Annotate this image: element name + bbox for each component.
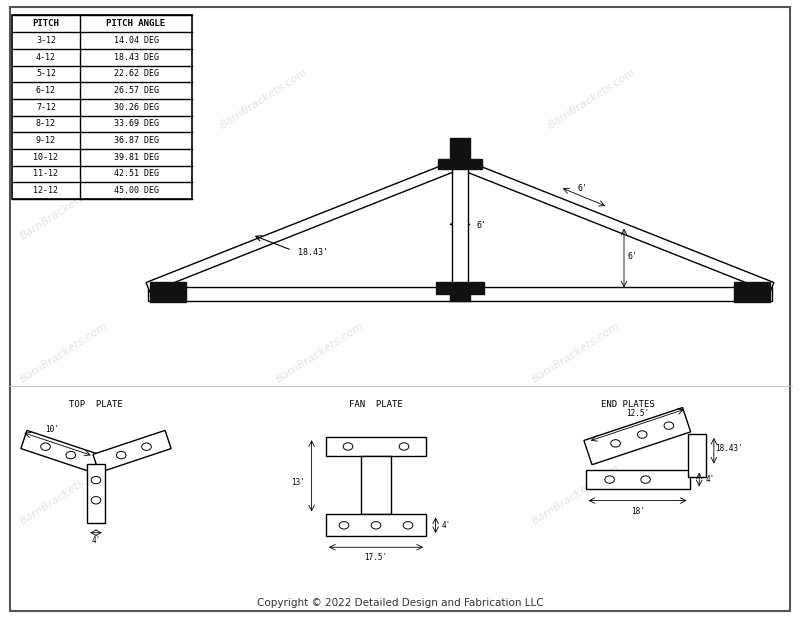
Text: 22.62 DEG: 22.62 DEG xyxy=(114,69,158,78)
Text: 12-12: 12-12 xyxy=(34,186,58,195)
Text: 10': 10' xyxy=(45,425,59,434)
Text: 30.26 DEG: 30.26 DEG xyxy=(114,103,158,112)
Text: 7-12: 7-12 xyxy=(36,103,56,112)
Text: 18.43': 18.43' xyxy=(715,444,743,453)
Text: 33.69 DEG: 33.69 DEG xyxy=(114,119,158,129)
Bar xyxy=(438,159,482,169)
Text: 6': 6' xyxy=(477,221,486,230)
Text: 4-12: 4-12 xyxy=(36,53,56,62)
Polygon shape xyxy=(361,456,391,514)
Polygon shape xyxy=(584,407,690,465)
Bar xyxy=(450,287,470,301)
Text: 13': 13' xyxy=(291,478,305,486)
Text: 10-12: 10-12 xyxy=(34,153,58,162)
Text: 18': 18' xyxy=(630,507,645,516)
Text: BarnBrackets.com: BarnBrackets.com xyxy=(530,462,622,527)
Text: 4': 4' xyxy=(91,536,101,546)
Bar xyxy=(12,15,192,199)
Polygon shape xyxy=(21,430,99,473)
Text: Copyright © 2022 Detailed Design and Fabrication LLC: Copyright © 2022 Detailed Design and Fab… xyxy=(257,598,543,607)
Text: 6-12: 6-12 xyxy=(36,86,56,95)
Polygon shape xyxy=(452,164,468,287)
Text: 8-12: 8-12 xyxy=(36,119,56,129)
Text: BarnBrackets.com: BarnBrackets.com xyxy=(546,67,638,131)
Text: END PLATES: END PLATES xyxy=(601,400,655,409)
Bar xyxy=(150,282,186,302)
Polygon shape xyxy=(87,464,105,523)
Text: BarnBrackets.com: BarnBrackets.com xyxy=(274,320,366,384)
Text: 18.43': 18.43' xyxy=(298,248,328,256)
Text: 18.43 DEG: 18.43 DEG xyxy=(114,53,158,62)
Text: 4': 4' xyxy=(442,521,451,530)
Text: 6': 6' xyxy=(578,184,587,193)
Polygon shape xyxy=(93,430,171,473)
Text: 11-12: 11-12 xyxy=(34,169,58,179)
Text: BarnBrackets.com: BarnBrackets.com xyxy=(18,320,110,384)
Text: 12.5': 12.5' xyxy=(626,408,649,418)
Polygon shape xyxy=(688,434,706,477)
Text: BarnBrackets.com: BarnBrackets.com xyxy=(18,462,110,527)
Text: 36.87 DEG: 36.87 DEG xyxy=(114,136,158,145)
Text: PITCH: PITCH xyxy=(33,19,59,28)
Text: TOP  PLATE: TOP PLATE xyxy=(69,400,123,409)
Text: 45.00 DEG: 45.00 DEG xyxy=(114,186,158,195)
Text: PITCH ANGLE: PITCH ANGLE xyxy=(106,19,166,28)
Bar xyxy=(436,282,484,294)
Text: 4': 4' xyxy=(706,475,715,484)
Bar xyxy=(450,138,470,164)
Polygon shape xyxy=(458,159,774,292)
Text: 17.5': 17.5' xyxy=(365,554,387,562)
Polygon shape xyxy=(326,514,426,536)
Polygon shape xyxy=(146,159,462,292)
Text: 6': 6' xyxy=(628,252,638,261)
Text: 14.04 DEG: 14.04 DEG xyxy=(114,36,158,45)
Text: 42.51 DEG: 42.51 DEG xyxy=(114,169,158,179)
Text: 3-12: 3-12 xyxy=(36,36,56,45)
Polygon shape xyxy=(326,438,426,456)
Text: 5-12: 5-12 xyxy=(36,69,56,78)
Text: BarnBrackets.com: BarnBrackets.com xyxy=(530,320,622,384)
Bar xyxy=(734,282,770,302)
Text: FAN  PLATE: FAN PLATE xyxy=(349,400,403,409)
Text: BarnBrackets.com: BarnBrackets.com xyxy=(218,67,310,131)
Text: 26.57 DEG: 26.57 DEG xyxy=(114,86,158,95)
Text: 39.81 DEG: 39.81 DEG xyxy=(114,153,158,162)
Polygon shape xyxy=(586,470,690,489)
Text: 9-12: 9-12 xyxy=(36,136,56,145)
Polygon shape xyxy=(148,287,772,301)
Text: BarnBrackets.com: BarnBrackets.com xyxy=(18,178,110,242)
